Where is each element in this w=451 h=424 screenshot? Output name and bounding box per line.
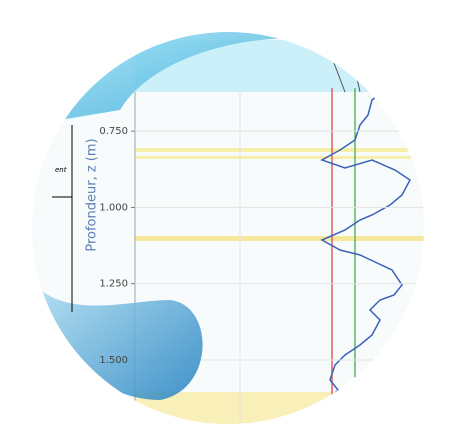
y-tick-label: 1.250 [99,279,128,290]
band [135,392,424,424]
y-tick-label: 1.000 [99,202,128,213]
decoration [32,250,203,400]
band [135,156,424,159]
profile-line [320,59,411,424]
decoration [60,32,330,120]
note: ent [55,166,67,174]
band [135,236,424,241]
profile-line [369,68,424,97]
y-tick-label: 0.750 [99,126,128,137]
y-axis-label: Profondeur, z (m) [85,138,100,251]
y-tick-label: 1.500 [99,355,128,366]
band [135,148,424,152]
